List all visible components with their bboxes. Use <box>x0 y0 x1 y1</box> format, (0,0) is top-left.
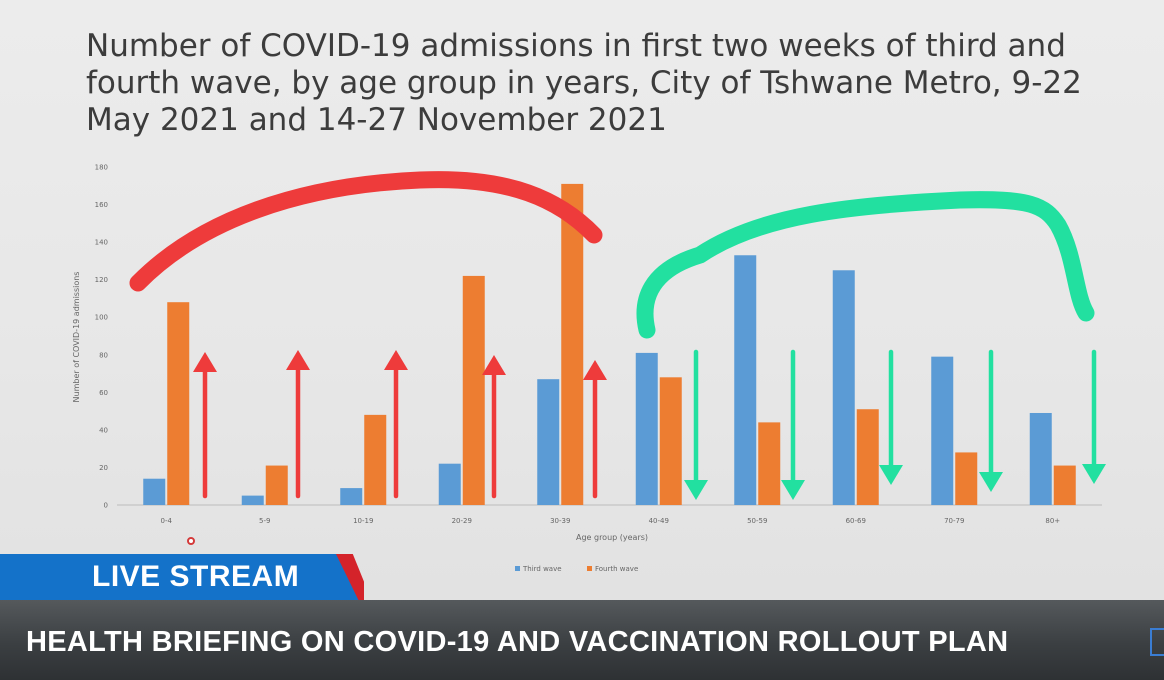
x-tick-label: 70-79 <box>944 517 964 525</box>
x-axis-ticks: 0-4 5-9 10-19 20-29 30-39 40-49 50-59 60-69 70-7… <box>161 517 1061 525</box>
x-tick-label: 50-59 <box>747 517 767 525</box>
red-up-arrow <box>286 350 310 499</box>
x-tick-label: 0-4 <box>161 517 173 525</box>
legend-swatch <box>587 566 592 571</box>
hand-drawn-annotations <box>129 171 1106 500</box>
red-up-arrow <box>482 355 506 499</box>
bar-fourth-wave-70-79 <box>955 452 978 505</box>
bar-fourth-wave-5-9 <box>265 465 288 505</box>
red-up-arrow <box>384 350 408 499</box>
bar-fourth-wave-0-4 <box>167 302 190 505</box>
news-ticker: HEALTH BRIEFING ON COVID-19 AND VACCINAT… <box>0 600 1164 680</box>
y-axis-label: Number of COVID-19 admissions <box>72 272 81 403</box>
bar-third-wave-80+ <box>1029 412 1052 505</box>
green-down-arrow <box>979 349 1003 492</box>
x-tick-label: 5-9 <box>259 517 270 525</box>
x-tick-label: 80+ <box>1045 517 1060 525</box>
y-tick-label: 180 <box>95 164 108 172</box>
x-tick-label: 30-39 <box>550 517 570 525</box>
x-tick-label: 20-29 <box>452 517 472 525</box>
bar-third-wave-60-69 <box>832 270 855 505</box>
bar-fourth-wave-20-29 <box>462 275 485 505</box>
chart-title: Number of COVID-19 admissions in first t… <box>86 28 1082 138</box>
bar-third-wave-30-39 <box>537 379 560 505</box>
y-tick-label: 80 <box>99 351 108 359</box>
bar-third-wave-50-59 <box>734 255 757 505</box>
ticker-headline: HEALTH BRIEFING ON COVID-19 AND VACCINAT… <box>26 626 1009 658</box>
y-tick-label: 160 <box>95 201 108 209</box>
bar-third-wave-40-49 <box>635 352 658 505</box>
green-down-arrow <box>1082 349 1106 484</box>
y-tick-label: 140 <box>95 239 108 247</box>
legend-label: Fourth wave <box>595 565 638 573</box>
y-tick-label: 40 <box>99 426 108 434</box>
bar-third-wave-20-29 <box>438 463 461 505</box>
bar-chart: 0 20 40 60 80 100 120 140 160 180 0-4 5-9 10-19 20-2… <box>72 164 1106 573</box>
bar-fourth-wave-60-69 <box>856 409 879 505</box>
bar-fourth-wave-40-49 <box>659 377 682 505</box>
y-tick-label: 0 <box>104 502 108 510</box>
y-tick-label: 120 <box>95 276 108 284</box>
y-tick-label: 60 <box>99 389 108 397</box>
bars <box>143 183 1076 505</box>
legend-swatch <box>515 566 520 571</box>
ticker-edge-icon <box>1150 628 1164 656</box>
bar-fourth-wave-50-59 <box>758 422 781 505</box>
live-stream-label: LIVE STREAM <box>92 560 300 593</box>
bar-third-wave-5-9 <box>241 495 264 505</box>
bar-third-wave-70-79 <box>931 356 954 505</box>
red-curve-annotation <box>129 171 603 292</box>
y-axis-ticks: 0 20 40 60 80 100 120 140 160 180 <box>95 164 108 510</box>
red-up-arrow <box>193 352 217 499</box>
x-axis-label: Age group (years) <box>576 533 648 542</box>
red-up-arrow <box>583 360 607 499</box>
bar-fourth-wave-80+ <box>1053 465 1076 505</box>
presentation-slide: Number of COVID-19 admissions in first t… <box>0 0 1164 600</box>
bar-fourth-wave-10-19 <box>364 414 387 505</box>
y-tick-label: 100 <box>95 314 108 322</box>
green-down-arrow <box>684 349 708 500</box>
green-curve-annotation <box>636 191 1095 339</box>
green-down-arrow <box>879 349 903 485</box>
recording-indicator <box>187 537 195 545</box>
green-down-arrow <box>781 349 805 500</box>
live-stream-badge: LIVE STREAM <box>0 554 364 600</box>
x-tick-label: 10-19 <box>353 517 373 525</box>
chart-legend: Third wave Fourth wave <box>515 565 638 573</box>
bar-third-wave-0-4 <box>143 478 166 505</box>
x-tick-label: 40-49 <box>649 517 669 525</box>
bar-third-wave-10-19 <box>340 488 363 505</box>
y-tick-label: 20 <box>99 464 108 472</box>
legend-label: Third wave <box>522 565 562 573</box>
x-tick-label: 60-69 <box>846 517 866 525</box>
bar-fourth-wave-30-39 <box>561 183 584 505</box>
